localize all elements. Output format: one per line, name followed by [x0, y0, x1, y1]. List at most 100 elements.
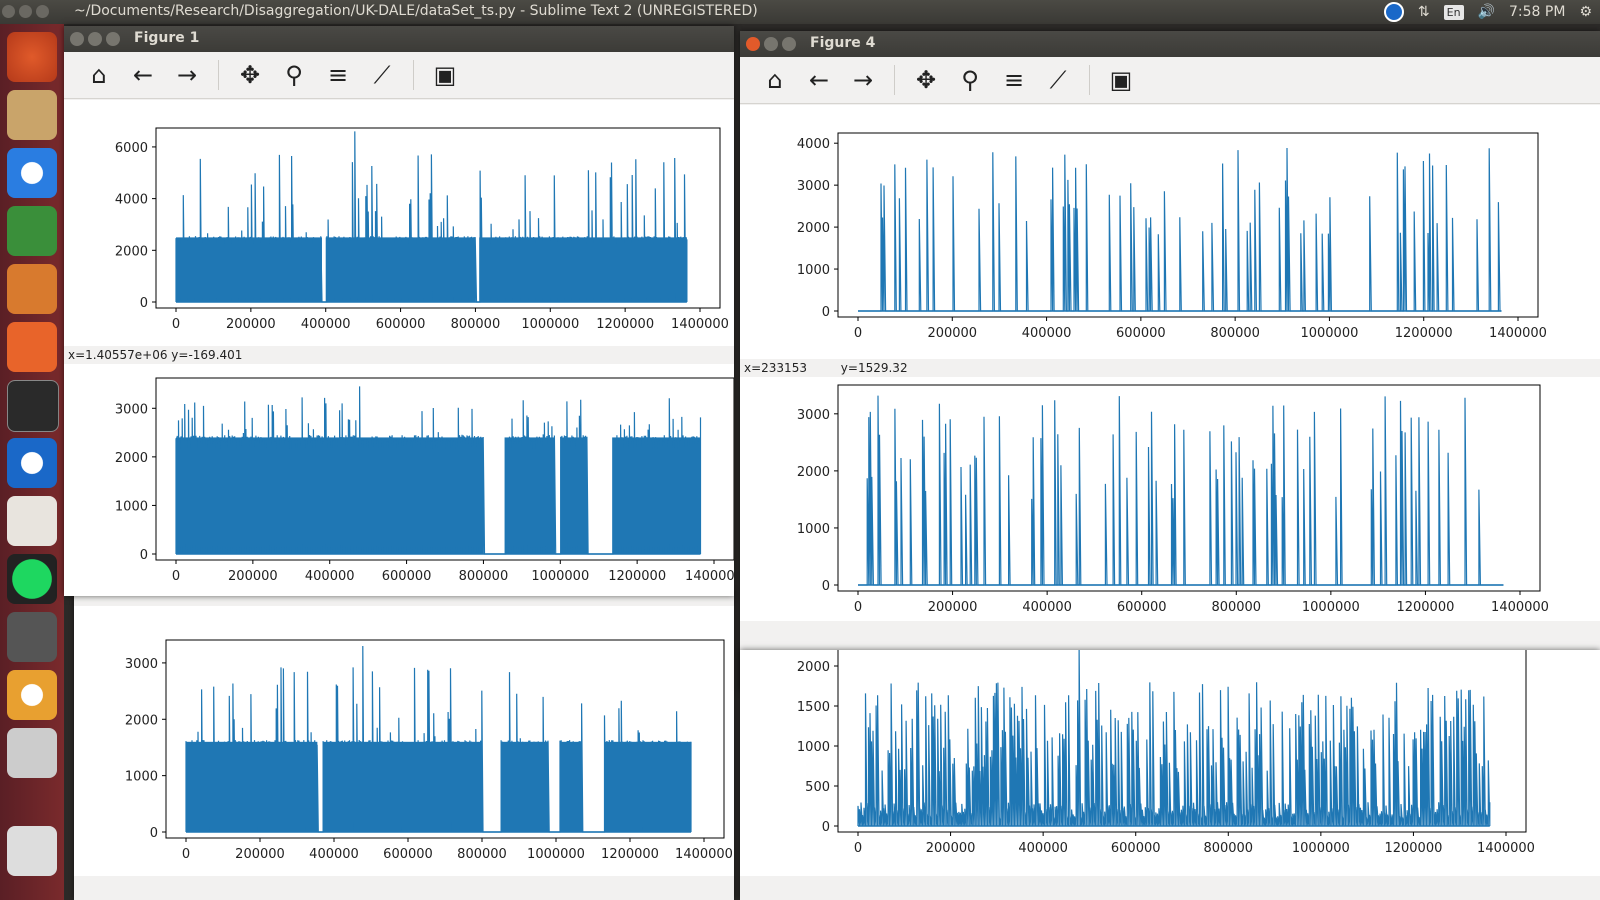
- home-icon[interactable]: ⌂: [767, 66, 783, 94]
- axes-frame: [837, 650, 1527, 833]
- close-icon[interactable]: [746, 37, 760, 51]
- x-tick-label: 600000: [1117, 600, 1167, 615]
- x-tick-label: 1000000: [521, 317, 579, 332]
- x-tick-label: 1400000: [1477, 841, 1535, 856]
- subplots-icon[interactable]: ≡: [327, 61, 349, 89]
- figure-1-titlebar[interactable]: Figure 1: [64, 26, 734, 52]
- y-tick-label: 2000: [797, 465, 830, 480]
- y-tick-label: 1000: [797, 263, 830, 278]
- app-icon[interactable]: [7, 670, 57, 720]
- top-panel: ~/Documents/Research/Disaggregation/UK-D…: [0, 0, 1600, 24]
- subplots-icon[interactable]: ≡: [1003, 66, 1025, 94]
- figure-4-titlebar[interactable]: Figure 4: [740, 31, 1600, 57]
- x-tick-label: 800000: [1211, 600, 1261, 615]
- x-tick-label: 1200000: [608, 569, 666, 584]
- window-controls[interactable]: [2, 5, 53, 22]
- save-icon[interactable]: ▣: [1109, 66, 1133, 94]
- y-tick-label: 3000: [797, 408, 830, 423]
- edit-axis-icon[interactable]: ⟋: [1049, 66, 1067, 94]
- files-icon[interactable]: [7, 90, 57, 140]
- edit-axis-icon[interactable]: ⟋: [373, 61, 391, 89]
- x-tick-label: 0: [854, 841, 862, 856]
- clock[interactable]: 7:58 PM: [1509, 4, 1566, 20]
- teamviewer-tray-icon[interactable]: [1383, 2, 1404, 22]
- minimize-icon[interactable]: [88, 32, 102, 46]
- pan-icon[interactable]: ✥: [915, 66, 937, 94]
- figure-4-toolbar: ⌂ ← → ✥ ⚲ ≡ ⟋ ▣: [740, 57, 1600, 104]
- save-icon[interactable]: ▣: [433, 61, 457, 89]
- close-icon[interactable]: [70, 32, 84, 46]
- volume-icon[interactable]: 🔊: [1477, 4, 1496, 20]
- x-tick-label: 600000: [382, 569, 432, 584]
- terminal-icon[interactable]: [7, 380, 59, 432]
- media-player-icon[interactable]: [7, 728, 57, 778]
- maximize-icon[interactable]: [106, 32, 120, 46]
- sublime-text-icon[interactable]: [7, 612, 57, 662]
- x-tick-label: 200000: [228, 569, 278, 584]
- plot-area[interactable]: 0 1000 2000 3000 0 200000 400000 600000 800000 10…: [74, 606, 734, 876]
- zoom-icon[interactable]: ⚲: [285, 61, 303, 89]
- teamviewer-icon[interactable]: [7, 438, 57, 488]
- x-tick-label: 0: [172, 317, 180, 332]
- back-arrow-icon[interactable]: ←: [808, 66, 830, 94]
- x-tick-label: 1200000: [1384, 841, 1442, 856]
- minimize-icon[interactable]: [764, 37, 778, 51]
- y-tick-label: 500: [805, 780, 830, 795]
- pdf-viewer-icon[interactable]: [7, 496, 57, 546]
- y-tick-label: 1000: [125, 770, 158, 785]
- coordinate-readout: x=233153 y=1529.32: [740, 359, 1600, 377]
- x-tick-label: 600000: [1111, 841, 1161, 856]
- chart-figure-4-top: 0 1000 2000 3000 4000 0 200000 400000 600000 8000…: [797, 132, 1547, 341]
- software-center-icon[interactable]: [7, 322, 57, 372]
- plot-area[interactable]: 0 1000 2000 3000 0 200000 400000 600000 800000 10…: [64, 364, 734, 596]
- plot-area[interactable]: 0 2000 4000 6000 0 200000 400000 600000 800000 10…: [64, 100, 734, 350]
- x-readout: x=233153: [744, 361, 807, 375]
- spreadsheet-icon[interactable]: [7, 206, 57, 256]
- network-icon[interactable]: ⇅: [1417, 4, 1430, 20]
- coordinate-readout: x=1.40557e+06 y=-169.401: [64, 346, 734, 364]
- back-arrow-icon[interactable]: ←: [132, 61, 154, 89]
- y-tick-label: 0: [822, 579, 830, 594]
- forward-arrow-icon[interactable]: →: [852, 66, 874, 94]
- y-tick-label: 0: [822, 305, 830, 320]
- spotify-icon[interactable]: [7, 554, 57, 604]
- y-tick-label: 3000: [115, 402, 148, 417]
- pan-icon[interactable]: ✥: [239, 61, 261, 89]
- chromium-icon[interactable]: [7, 148, 57, 198]
- series-line: [858, 147, 1502, 312]
- series-line: [857, 650, 1491, 827]
- y-tick-label: 4000: [797, 137, 830, 152]
- x-tick-label: 200000: [928, 600, 978, 615]
- gear-icon[interactable]: ⚙: [1579, 4, 1592, 20]
- x-tick-label: 800000: [1210, 326, 1260, 341]
- launcher: [0, 24, 64, 900]
- plot-area[interactable]: 0 500 1000 1500 2000 0 200000 400000 600000 80000…: [740, 650, 1600, 876]
- y-tick-label: 3000: [125, 657, 158, 672]
- presentation-icon[interactable]: [7, 264, 57, 314]
- y-readout: y=1529.32: [840, 361, 908, 375]
- zoom-icon[interactable]: ⚲: [961, 66, 979, 94]
- keyboard-layout-indicator[interactable]: En: [1443, 4, 1464, 20]
- window-title: Figure 1: [134, 30, 200, 46]
- trash-icon[interactable]: [7, 826, 57, 876]
- chart-figure-1-middle: 0 1000 2000 3000 0 200000 400000 600000 800000 10…: [115, 377, 734, 584]
- y-tick-label: 2000: [115, 451, 148, 466]
- x-tick-label: 800000: [451, 317, 501, 332]
- x-tick-label: 1000000: [1300, 326, 1358, 341]
- x-tick-label: 0: [182, 847, 190, 862]
- figure-1-window: Figure 1 ⌂ ← → ✥ ⚲ ≡ ⟋ ▣ 0 2000 4000 6000 0 2…: [64, 26, 734, 596]
- plot-area[interactable]: 0 1000 2000 3000 4000 0 200000 400000 600000 8000…: [740, 105, 1600, 359]
- active-window-title: ~/Documents/Research/Disaggregation/UK-D…: [74, 3, 758, 19]
- series-line: [858, 395, 1504, 586]
- y-tick-label: 2000: [797, 221, 830, 236]
- plot-area[interactable]: 0 1000 2000 3000 0 200000 400000 600000 800000 10…: [740, 377, 1600, 621]
- maximize-icon[interactable]: [782, 37, 796, 51]
- forward-arrow-icon[interactable]: →: [176, 61, 198, 89]
- y-tick-label: 0: [150, 826, 158, 841]
- home-icon[interactable]: ⌂: [91, 61, 107, 89]
- x-tick-label: 400000: [305, 569, 355, 584]
- chart-figure-4-middle: 0 1000 2000 3000 0 200000 400000 600000 800000 10…: [797, 384, 1549, 615]
- x-tick-label: 0: [854, 326, 862, 341]
- axes-frame: [155, 127, 721, 309]
- ubuntu-dash-icon[interactable]: [7, 32, 57, 82]
